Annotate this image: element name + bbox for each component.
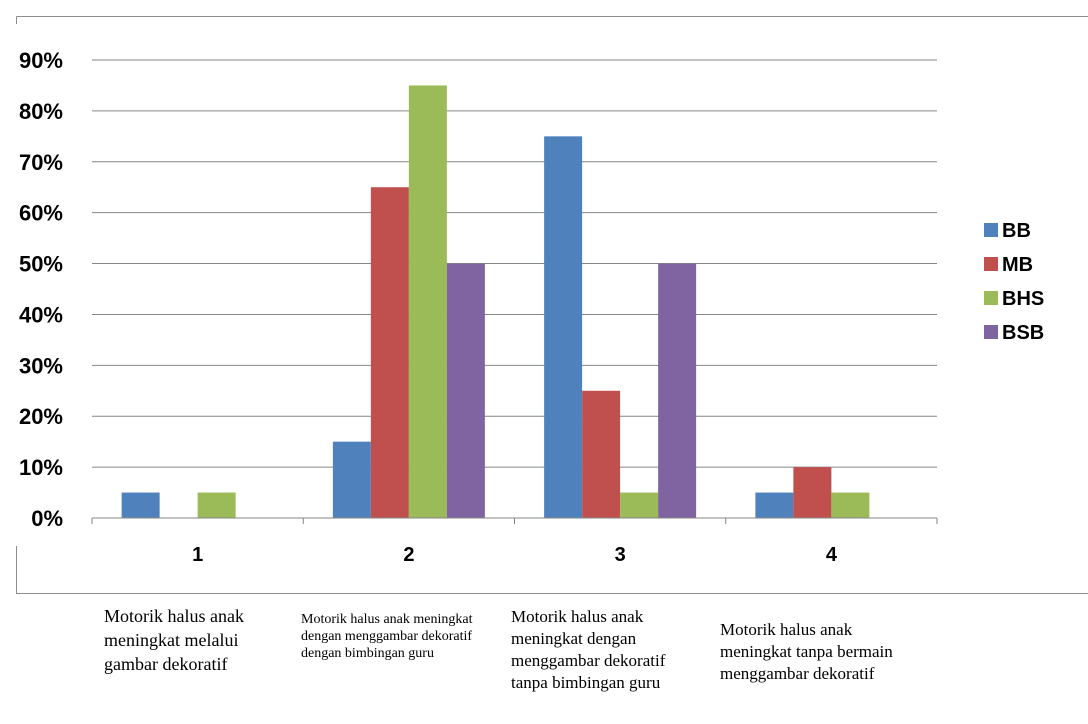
bar-mb-3 xyxy=(582,390,621,518)
legend-label-bhs: BHS xyxy=(1002,288,1044,310)
bar-bb-4 xyxy=(755,492,794,518)
bar-bb-1 xyxy=(121,492,160,518)
y-axis-ticks: 0% 10% 20% 30% 40% 50% 60% 70% 80% 90% xyxy=(19,48,63,531)
bar-mb-2 xyxy=(370,187,409,518)
bar-bhs-1 xyxy=(197,492,236,518)
y-tick-label: 10% xyxy=(19,455,63,480)
y-tick-label: 70% xyxy=(19,150,63,175)
legend-swatch-bsb xyxy=(984,325,998,339)
legend-label-bb: BB xyxy=(1002,220,1031,242)
category-caption-4: Motorik halus anak meningkat tanpa berma… xyxy=(720,620,893,683)
x-tick-label: 4 xyxy=(826,544,838,566)
y-tick-label: 40% xyxy=(19,302,63,327)
legend-swatch-bb xyxy=(984,223,998,237)
bar-bsb-3 xyxy=(658,263,697,518)
x-tick-label: 2 xyxy=(403,544,414,566)
y-tick-label: 30% xyxy=(19,353,63,378)
x-tick-label: 3 xyxy=(615,544,626,566)
x-tick-label: 1 xyxy=(192,544,203,566)
y-tick-label: 20% xyxy=(19,404,63,429)
category-caption-2: Motorik halus anak meningkat dengan meng… xyxy=(301,612,473,661)
category-caption-3: Motorik halus anak meningkat dengan meng… xyxy=(511,607,666,692)
legend-label-mb: MB xyxy=(1002,254,1033,276)
y-tick-label: 60% xyxy=(19,201,63,226)
bar-bhs-4 xyxy=(831,492,870,518)
bar-mb-4 xyxy=(793,467,832,518)
gridlines xyxy=(92,59,937,468)
legend-label-bsb: BSB xyxy=(1002,322,1044,344)
x-axis-ticks: 1 2 3 4 xyxy=(192,544,838,566)
bars xyxy=(121,85,870,518)
y-tick-label: 80% xyxy=(19,99,63,124)
y-tick-label: 50% xyxy=(19,252,63,277)
legend-swatch-bhs xyxy=(984,291,998,305)
legend-swatch-mb xyxy=(984,257,998,271)
legend: BB MB BHS BSB xyxy=(984,220,1044,344)
category-caption-1: Motorik halus anak meningkat melalui gam… xyxy=(104,606,244,674)
bar-bb-2 xyxy=(332,441,371,518)
bar-bb-3 xyxy=(544,136,583,518)
y-tick-label: 0% xyxy=(31,506,63,531)
bar-bhs-2 xyxy=(408,85,447,518)
bar-bhs-3 xyxy=(620,492,659,518)
y-tick-label: 90% xyxy=(19,48,63,73)
bar-bsb-2 xyxy=(446,263,485,518)
x-axis xyxy=(91,517,938,524)
